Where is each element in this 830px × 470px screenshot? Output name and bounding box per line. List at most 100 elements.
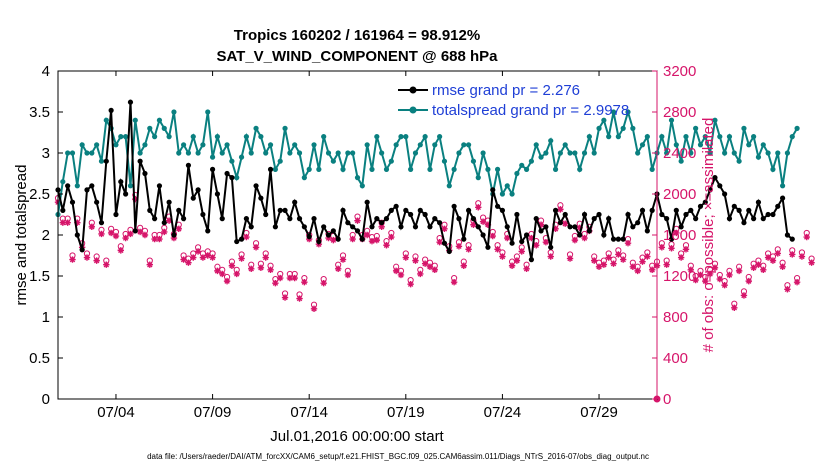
obs-assimilated-point [301,278,308,286]
obs-assimilated-point [648,266,656,274]
totalspread-point [673,142,679,148]
obs-assimilated-point [223,277,231,285]
totalspread-point [209,154,216,160]
rmse-point [325,232,332,238]
obs-assimilated-point [378,223,385,230]
rmse-point [702,199,708,205]
totalspread-point [98,158,105,164]
obs-assimilated-point [764,254,772,261]
rmse-point [557,220,563,226]
obs-assimilated-point [204,252,211,259]
y-tick-label-right: 0 [663,391,671,408]
rmse-point [166,199,172,205]
totalspread-point [586,134,592,140]
rmse-point [659,211,665,218]
rmse-point [398,224,404,230]
x-tick-label: 07/14 [290,404,328,421]
totalspread-point [789,134,795,140]
obs-assimilated-point [779,263,786,270]
x-tick-label: 07/29 [580,404,618,421]
totalspread-point [229,158,235,164]
rmse-point [755,199,762,205]
rmse-point [760,216,766,222]
obs-assimilated-point [470,221,477,228]
obs-assimilated-point [755,261,762,268]
obs-assimilated-point [450,278,458,286]
obs-assimilated-point [658,244,666,251]
totalspread-point [466,142,472,148]
x-axis-label: Jul.01,2016 00:00:00 start [270,428,444,445]
obs-assimilated-point [194,248,202,255]
y-tick-label-left: 1 [42,309,50,326]
rmse-point [490,187,496,193]
totalspread-point [379,150,385,156]
totalspread-point [79,142,85,148]
obs-assimilated-point [639,258,646,265]
obs-assimilated-point [310,305,318,312]
rmse-point [272,224,278,230]
rmse-point [673,207,679,213]
totalspread-point [461,142,467,148]
obs-assimilated-point [334,265,342,273]
obs-assimilated-point [716,275,723,283]
obs-assimilated-point [591,257,598,264]
totalspread-point [306,166,312,172]
totalspread-point [282,125,288,131]
totalspread-point [417,142,423,148]
totalspread-point [89,150,95,156]
totalspread-point [69,150,76,156]
totalspread-point [147,125,153,131]
totalspread-point [615,134,621,140]
totalspread-point [494,166,501,172]
rmse-point [74,232,80,238]
obs-assimilated-point [156,235,163,243]
rmse-point [132,228,138,234]
obs-assimilated-point [629,263,637,270]
rmse-point [485,244,491,250]
totalspread-point [499,191,506,197]
totalspread-point [707,150,713,156]
totalspread-point [238,154,245,160]
totalspread-point [480,150,486,156]
totalspread-point [171,109,177,115]
obs-assimilated-point [663,261,670,268]
obs-assimilated-point [281,294,289,301]
obs-assimilated-point [731,304,738,311]
y-tick-label-left: 4 [42,63,50,80]
totalspread-point [74,183,80,189]
totalspread-point [132,117,138,123]
totalspread-point [562,142,568,148]
footnote: data file: /Users/raeder/DAI/ATM_forcXX/… [147,452,649,461]
obs-assimilated-point [190,254,197,261]
obs-assimilated-point [789,251,796,258]
totalspread-point [195,150,201,156]
obs-assimilated-point [441,225,448,233]
rmse-point [446,248,452,254]
totalspread-point [610,109,617,115]
rmse-point [374,216,380,222]
obs-assimilated-point [624,240,632,247]
rmse-point [161,220,167,226]
obs-assimilated-point [103,261,110,268]
totalspread-point [65,150,71,156]
rmse-point [412,224,419,230]
rmse-point [306,234,312,240]
totalspread-point [142,142,148,148]
rmse-point [427,224,433,230]
rmse-point [591,216,597,222]
totalspread-point [567,150,573,156]
obs-assimilated-point [677,254,685,261]
totalspread-point [751,134,757,140]
totalspread-point [746,142,752,148]
rmse-point [94,199,100,205]
totalspread-point [234,175,240,181]
rmse-point [417,207,423,213]
rmse-point [437,220,443,226]
rmse-point [779,195,786,201]
totalspread-point [60,179,66,185]
totalspread-point [668,117,675,123]
totalspread-point [620,125,626,131]
rmse-point [243,216,249,222]
rmse-point [562,211,568,218]
